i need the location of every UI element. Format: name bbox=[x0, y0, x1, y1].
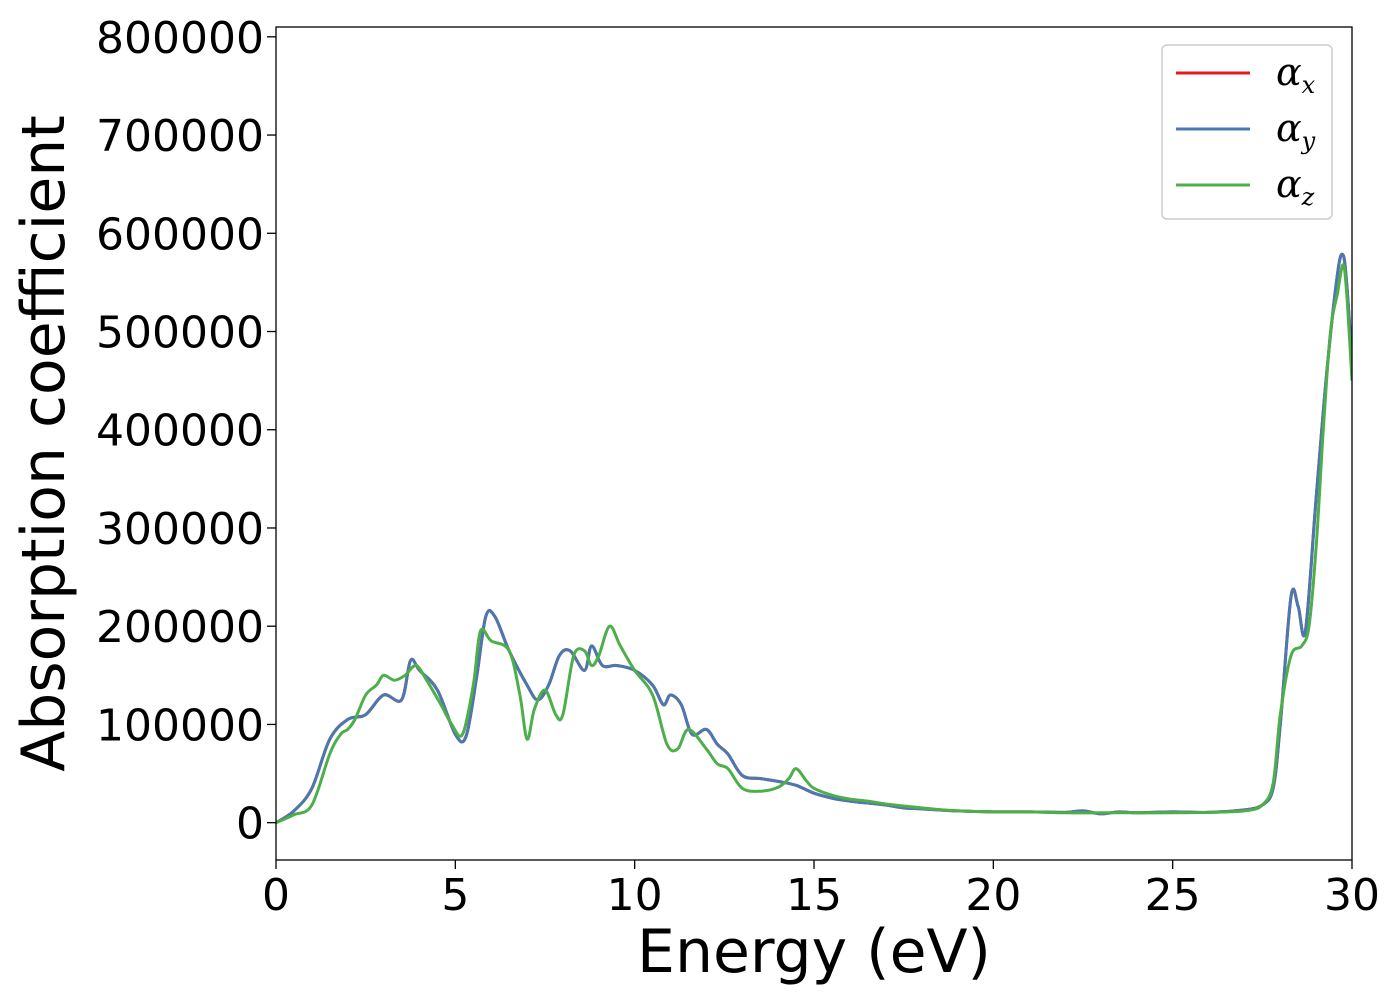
y-tick-label: 500000 bbox=[96, 308, 264, 359]
y-tick-label: 600000 bbox=[96, 209, 264, 260]
x-axis-label: Energy (eV) bbox=[637, 917, 991, 987]
legend: αx αy αz bbox=[1161, 44, 1333, 220]
y-tick-label: 300000 bbox=[96, 504, 264, 555]
y-tick-label: 800000 bbox=[96, 13, 264, 64]
x-tick-label: 10 bbox=[607, 870, 663, 921]
y-tick-label: 400000 bbox=[96, 406, 264, 457]
series-line-z bbox=[276, 263, 1352, 825]
legend-box bbox=[1161, 44, 1333, 220]
y-tick-label: 0 bbox=[236, 799, 264, 850]
legend-label-x: αx bbox=[1276, 50, 1316, 99]
y-tick-label: 700000 bbox=[96, 111, 264, 162]
y-axis-ticks: 0 100000 200000 300000 400000 500000 600000 700… bbox=[96, 13, 276, 850]
plot-lines bbox=[276, 252, 1352, 825]
x-tick-label: 0 bbox=[262, 870, 290, 921]
x-tick-label: 30 bbox=[1324, 870, 1380, 921]
series-line-x bbox=[276, 252, 1352, 824]
x-tick-label: 20 bbox=[965, 870, 1021, 921]
series-line-y bbox=[276, 252, 1352, 824]
legend-label-z: αz bbox=[1276, 162, 1315, 211]
x-tick-label: 5 bbox=[441, 870, 469, 921]
y-tick-label: 200000 bbox=[96, 602, 264, 653]
x-axis-ticks: 0 5 10 15 20 25 30 bbox=[262, 860, 1380, 921]
y-tick-label: 100000 bbox=[96, 700, 264, 751]
x-tick-label: 25 bbox=[1145, 870, 1201, 921]
x-tick-label: 15 bbox=[786, 870, 842, 921]
legend-label-y: αy bbox=[1276, 106, 1316, 155]
y-axis-label: Absorption coefficient bbox=[9, 115, 79, 772]
plot-area-frame bbox=[275, 26, 1353, 861]
